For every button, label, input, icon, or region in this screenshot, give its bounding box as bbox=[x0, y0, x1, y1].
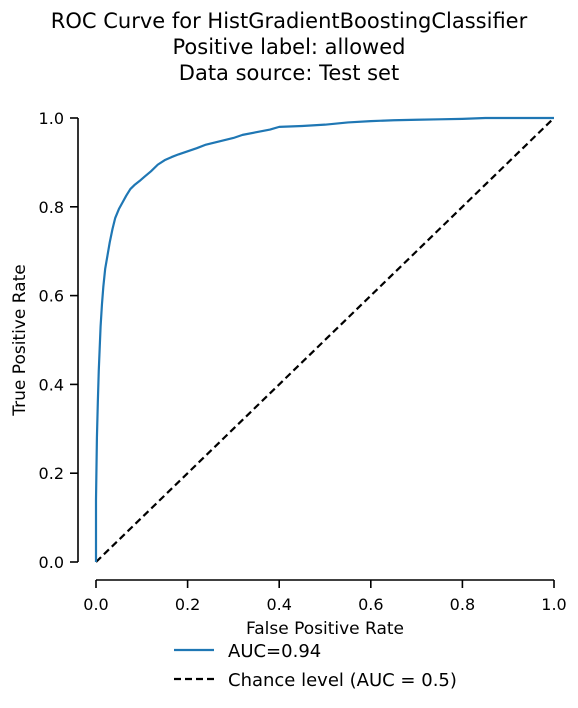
title-line: Data source: Test set bbox=[179, 61, 399, 85]
y-tick-label: 0.4 bbox=[39, 375, 64, 394]
legend: AUC=0.94 Chance level (AUC = 0.5) bbox=[174, 641, 457, 691]
axes bbox=[77, 118, 554, 581]
legend-label: AUC=0.94 bbox=[228, 641, 321, 662]
y-tick-label: 0.2 bbox=[39, 464, 64, 483]
roc-curve-line bbox=[94, 116, 554, 562]
x-tick-label: 1.0 bbox=[541, 595, 566, 614]
y-axis-label: True Positive Rate bbox=[10, 264, 30, 416]
title-line: Positive label: allowed bbox=[173, 35, 406, 59]
x-axis-label: False Positive Rate bbox=[246, 619, 404, 639]
y-tick-label: 0.8 bbox=[39, 198, 64, 217]
chance-level-line bbox=[95, 117, 555, 563]
legend-label: Chance level (AUC = 0.5) bbox=[228, 670, 457, 691]
y-tick-label: 0.6 bbox=[39, 287, 64, 306]
y-tick-label: 1.0 bbox=[39, 109, 64, 128]
y-tick-label: 0.0 bbox=[39, 553, 64, 572]
ticks: 0.0 0.2 0.4 0.6 0.8 1.0 0.0 0.2 0.4 0.6 0.8 1.0 bbox=[39, 109, 567, 614]
series bbox=[94, 116, 555, 563]
chart-title: ROC Curve for HistGradientBoostingClassi… bbox=[51, 9, 528, 85]
title-line: ROC Curve for HistGradientBoostingClassi… bbox=[51, 9, 528, 33]
x-tick-label: 0.0 bbox=[83, 595, 108, 614]
x-tick-label: 0.6 bbox=[358, 595, 383, 614]
x-tick-label: 0.8 bbox=[450, 595, 475, 614]
x-tick-label: 0.2 bbox=[175, 595, 200, 614]
x-tick-label: 0.4 bbox=[266, 595, 291, 614]
